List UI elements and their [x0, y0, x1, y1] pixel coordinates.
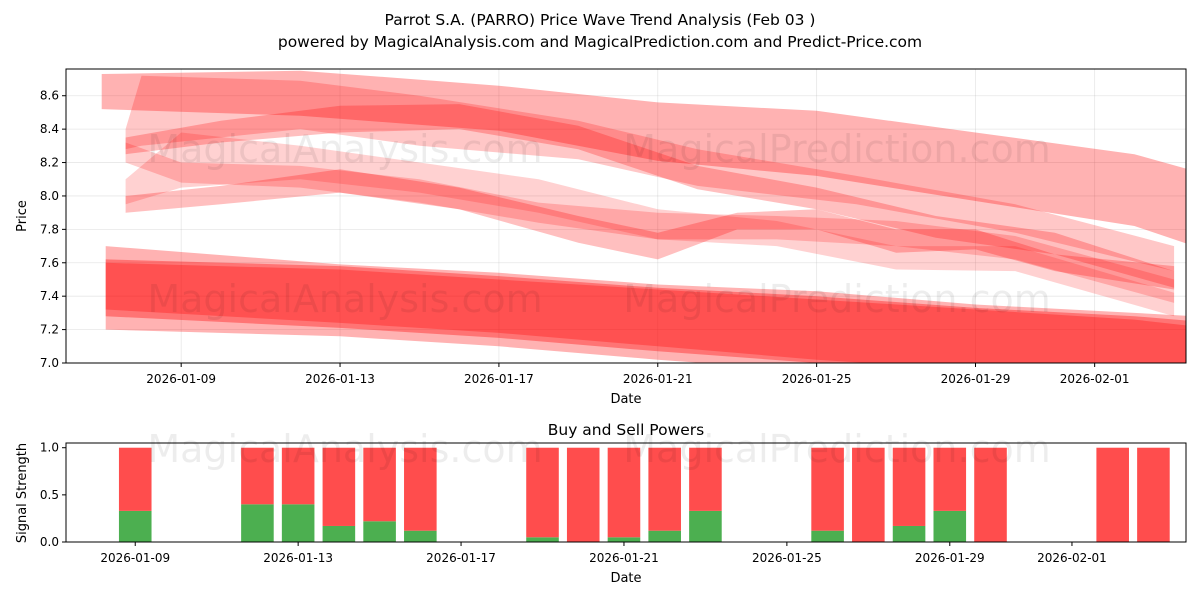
buy-sell-y-tick-label: 0.5: [40, 488, 59, 502]
price-x-tick-label: 2026-01-29: [941, 372, 1011, 386]
buy-sell-y-tick-label: 1.0: [40, 441, 59, 455]
sell-bar: [363, 447, 396, 522]
sell-bar: [566, 447, 600, 542]
buy-sell-title: Buy and Sell Powers: [548, 421, 705, 439]
buy-bar: [322, 525, 356, 542]
buy-bar: [241, 504, 274, 542]
price-band-lower-band-1: [105, 246, 1186, 363]
price-band-upper-wave-band-2: [125, 104, 1175, 288]
buy-sell-x-axis-label: Date: [610, 571, 641, 586]
buy-sell-x-tick-label: 2026-01-17: [426, 551, 496, 565]
buy-bar: [281, 504, 315, 542]
buy-sell-x-tick-label: 2026-01-13: [263, 551, 333, 565]
price-x-ticks: 2026-01-09 2026-01-13 2026-01-17 2026-01-21…: [146, 363, 1130, 386]
buy-bar: [892, 525, 926, 542]
chart-title: Parrot S.A. (PARRO) Price Wave Trend Ana…: [385, 11, 816, 29]
watermark-prediction-bottom: MagicalPrediction.com: [623, 427, 1051, 471]
sell-bar: [1096, 447, 1129, 542]
watermark-prediction-mid: MagicalPrediction.com: [623, 277, 1051, 321]
buy-sell-x-tick-label: 2026-01-21: [589, 551, 659, 565]
sell-bar: [118, 447, 152, 511]
price-band-upper-long-band: [101, 70, 1186, 244]
sell-bar: [322, 447, 356, 526]
price-y-ticks: 7.0 7.2 7.4 7.6 7.8 8.0 8.2 8.4 8.6: [40, 89, 66, 370]
price-y-tick-label: 7.8: [40, 222, 59, 236]
price-y-tick-label: 8.2: [40, 156, 59, 170]
price-y-tick-label: 7.6: [40, 256, 59, 270]
price-band-mid-wave-band-3: [125, 132, 1175, 317]
watermark-analysis-top: MagicalAnalysis.com: [147, 127, 542, 171]
sell-bar: [281, 447, 315, 505]
price-wave-panel: MagicalAnalysis.com MagicalPrediction.co…: [15, 68, 1187, 407]
sell-bar: [811, 447, 844, 531]
buy-bar: [933, 510, 967, 542]
price-band-mid-wave-band-2: [125, 142, 1175, 303]
price-x-tick-label: 2026-01-21: [623, 372, 693, 386]
price-bands: [101, 70, 1186, 363]
buy-sell-y-axis-label: Signal Strength: [15, 443, 30, 543]
buy-sell-x-tick-label: 2026-01-29: [915, 551, 985, 565]
buy-sell-x-ticks: 2026-01-09 2026-01-13 2026-01-17 2026-01-21…: [100, 542, 1107, 565]
price-x-tick-label: 2026-01-13: [305, 372, 375, 386]
price-x-tick-label: 2026-01-25: [782, 372, 852, 386]
price-x-axis-label: Date: [610, 392, 641, 407]
buy-sell-plot-frame: [65, 442, 1187, 543]
price-grid: [66, 69, 1186, 364]
sell-bar: [241, 447, 274, 505]
price-y-tick-label: 8.6: [40, 89, 59, 103]
buy-sell-x-tick-label: 2026-02-01: [1037, 551, 1107, 565]
buy-sell-panel: Buy and Sell Powers MagicalAnalysis.com …: [15, 421, 1187, 586]
buy-bar: [363, 521, 396, 542]
buy-bar: [689, 510, 722, 542]
buy-bar: [404, 530, 437, 542]
price-band-lower-band-2: [105, 259, 1186, 363]
chart-subtitle: powered by MagicalAnalysis.com and Magic…: [278, 33, 922, 51]
price-x-tick-label: 2026-01-17: [464, 372, 534, 386]
buy-bar: [648, 530, 681, 542]
sell-bar: [1137, 447, 1170, 542]
price-y-tick-label: 7.4: [40, 289, 59, 303]
buy-bar: [811, 530, 844, 542]
sell-bar: [648, 447, 681, 531]
buy-sell-x-tick-label: 2026-01-25: [752, 551, 822, 565]
buy-sell-y-ticks: 0.0 0.5 1.0: [40, 441, 66, 549]
price-plot-frame: [65, 68, 1187, 364]
buy-bar: [118, 510, 152, 542]
sell-bar: [852, 447, 885, 542]
sell-bar: [526, 447, 559, 538]
buy-sell-bars: [118, 447, 1170, 542]
buy-sell-x-tick-label: 2026-01-09: [100, 551, 170, 565]
price-x-tick-label: 2026-01-09: [146, 372, 216, 386]
sell-bar: [974, 447, 1007, 542]
buy-sell-y-tick-label: 0.0: [40, 535, 59, 549]
sell-bar: [689, 447, 722, 511]
price-band-mid-wave-band-1: [125, 169, 1175, 290]
price-y-tick-label: 7.0: [40, 356, 59, 370]
sell-bar: [933, 447, 967, 511]
sell-bar: [404, 447, 437, 531]
buy-bar: [526, 537, 559, 542]
price-band-lower-band-3: [105, 262, 1186, 363]
price-band-upper-wave-band-1: [125, 75, 1175, 272]
buy-bar: [607, 537, 641, 542]
watermark-analysis-bottom: MagicalAnalysis.com: [147, 427, 542, 471]
price-y-tick-label: 7.2: [40, 323, 59, 337]
price-y-tick-label: 8.4: [40, 122, 59, 136]
watermark-prediction-top: MagicalPrediction.com: [623, 127, 1051, 171]
sell-bar: [607, 447, 641, 538]
price-y-axis-label: Price: [15, 200, 30, 232]
sell-bar: [892, 447, 926, 526]
price-x-tick-label: 2026-02-01: [1060, 372, 1130, 386]
watermark-analysis-mid: MagicalAnalysis.com: [147, 277, 542, 321]
price-y-tick-label: 8.0: [40, 189, 59, 203]
